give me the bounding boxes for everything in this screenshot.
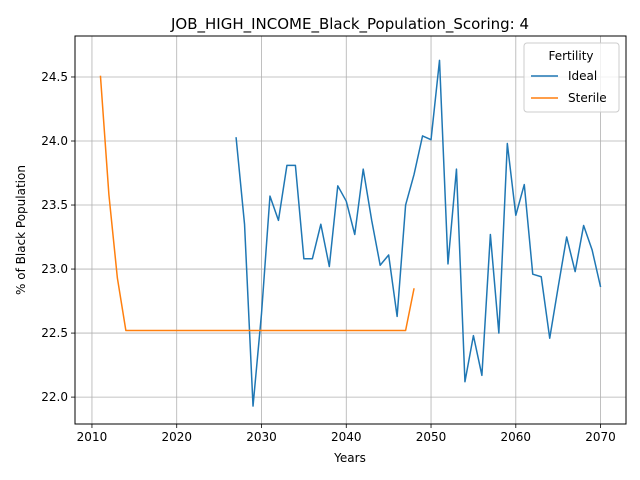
series-layer xyxy=(99,59,602,407)
chart-title: JOB_HIGH_INCOME_Black_Population_Scoring… xyxy=(170,15,529,34)
y-tick-label: 24.0 xyxy=(41,134,68,148)
legend-label-ideal: Ideal xyxy=(568,69,597,83)
y-tick-label: 23.0 xyxy=(41,262,68,276)
legend-title: Fertility xyxy=(548,49,593,63)
y-tick-label: 22.0 xyxy=(41,390,68,404)
y-tick-label: 23.5 xyxy=(41,198,68,212)
x-tick-label: 2020 xyxy=(161,430,192,444)
x-tick-label: 2030 xyxy=(246,430,277,444)
y-axis-label: % of Black Population xyxy=(14,165,28,295)
axis-ticks: 2010 2020 2030 2040 2050 2060 2070 22.0 22.5 23.0… xyxy=(41,70,616,444)
x-axis-label: Years xyxy=(333,451,366,465)
x-tick-label: 2070 xyxy=(585,430,616,444)
x-tick-label: 2050 xyxy=(416,430,447,444)
x-tick-label: 2060 xyxy=(501,430,532,444)
y-tick-label: 22.5 xyxy=(41,326,68,340)
legend: Fertility Ideal Sterile xyxy=(523,42,620,113)
series-line-sterile xyxy=(99,75,415,332)
series-line-ideal xyxy=(235,59,602,407)
y-tick-label: 24.5 xyxy=(41,70,68,84)
grid xyxy=(75,36,626,424)
legend-label-sterile: Sterile xyxy=(568,91,607,105)
plot-frame xyxy=(74,35,627,425)
x-tick-label: 2010 xyxy=(77,430,108,444)
x-tick-label: 2040 xyxy=(331,430,362,444)
legend-box xyxy=(523,42,620,113)
